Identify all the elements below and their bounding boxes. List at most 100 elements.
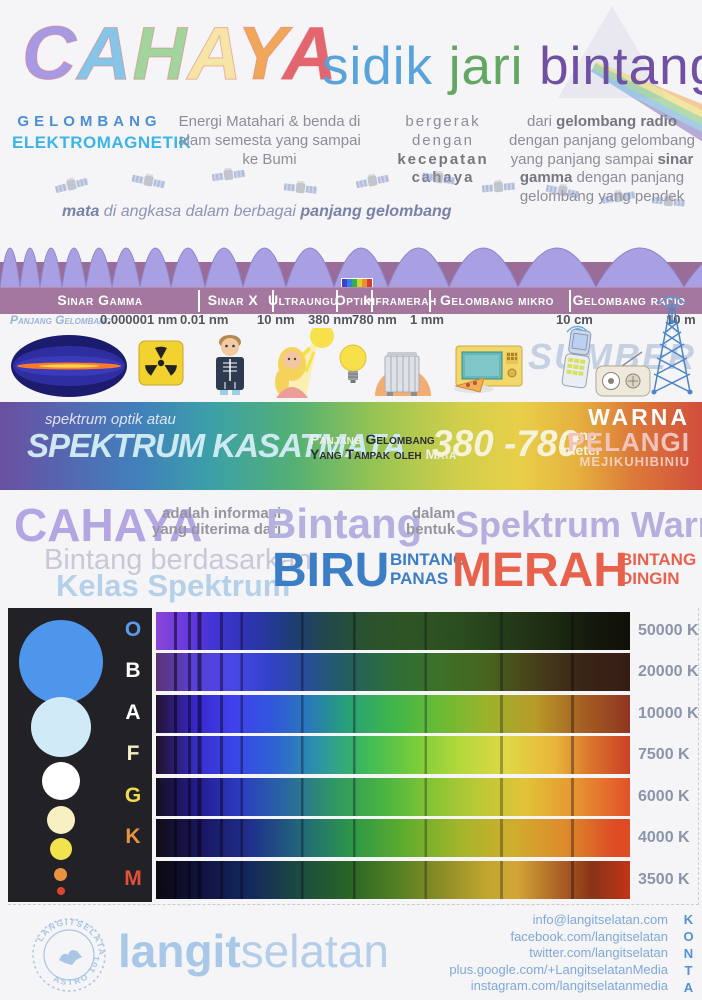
satellite-icon [131, 173, 166, 190]
desc-word: Panjang [310, 431, 366, 447]
star-circle-F [42, 762, 80, 800]
cahaya-connector1: adalah informasi yang diterima dari [152, 506, 281, 538]
temp-label-B: 20000 K [638, 663, 699, 680]
intro-energy-text: Energi Matahari & benda di alam semesta … [178, 113, 361, 168]
wavelength-value: 780 nm [352, 312, 397, 327]
spectrum-strip-A [156, 695, 630, 733]
title-letter: C [21, 11, 78, 95]
intro-range-text: dari gelombang radio dengan panjang gelo… [506, 113, 698, 207]
contact-twitter[interactable]: twitter.com/langitselatan [529, 945, 668, 960]
band-divider [272, 290, 274, 312]
subtitle-word: bintang [539, 37, 702, 96]
connector-line: bentuk [406, 521, 456, 538]
unit-line: meter [563, 442, 602, 458]
satellite-icon [211, 168, 246, 182]
wavelength-value: 380 nm [308, 312, 353, 327]
intro-electromagnetic: GELOMBANG ELEKTROMAGNETIK [12, 113, 192, 153]
spectrum-strip-B [156, 653, 630, 691]
satellite-icon [54, 176, 89, 194]
mobile-phone-icon [561, 325, 592, 389]
band-label-ir: Inframerah [363, 292, 437, 308]
desc-word: Yang Tampak oleh [310, 446, 426, 462]
spectrum-strip-O [156, 612, 630, 650]
kelas-line1: Bintang berdasarkan [44, 544, 312, 576]
band-divider [429, 290, 431, 312]
unit-line: nano [563, 427, 597, 443]
langitselatan-stamp-logo: LANGITSELATAN ASTRO 101 [30, 916, 107, 992]
band-divider [371, 290, 373, 312]
star-circle-G [47, 806, 75, 834]
dingin-line: DINGIN [620, 569, 680, 588]
spectrum-strip-M [156, 861, 630, 899]
range-text: dengan panjang gelombang yang panjang sa… [509, 131, 695, 168]
kelas-line2: Kelas Spektrum [56, 568, 291, 603]
star-circle-O [19, 620, 103, 704]
class-letter-M: M [124, 867, 142, 890]
bintang-panas-label: BINTANG PANAS [390, 550, 466, 588]
contact-email[interactable]: info@langitselatan.com [532, 912, 668, 927]
band-divider [336, 290, 338, 312]
microwave-oven-icon [454, 345, 523, 393]
spectrum-strip-F [156, 736, 630, 774]
radio-tower-icon [651, 296, 693, 395]
desc-word: Mata [425, 446, 457, 462]
band-divider [198, 290, 200, 312]
merah-word: MERAH [452, 544, 628, 597]
band-label-gamma: Sinar Gamma [57, 292, 143, 308]
gelombang-label: GELOMBANG [17, 113, 162, 130]
satellite-icon [283, 181, 318, 194]
band-label-optik: Optik [334, 292, 372, 308]
nanometer-unit: nano meter [563, 428, 601, 458]
class-letter-G: G [124, 784, 142, 807]
contact-facebook[interactable]: facebook.com/langitselatan [510, 928, 668, 944]
wavelength-value: 0.01 nm [180, 312, 229, 327]
wavelength-axis-label: Panjang Gelombang [10, 313, 112, 327]
elektromagnetik-label: ELEKTROMAGNETIK [12, 132, 192, 152]
wavelength-value: 1 mm [410, 312, 444, 327]
caption-panjang: panjang gelombang [300, 203, 452, 220]
visible-range-value: 380 -780 [432, 423, 579, 464]
kontak-vertical-label: KONTAK [681, 912, 696, 1000]
light-bulb-icon [339, 344, 367, 383]
svg-text:LANGITSELATAN: LANGITSELATAN [30, 916, 107, 957]
contact-instagram[interactable]: instagram.com/langitselatanmedia [470, 978, 668, 993]
page-subtitle: sidik jari bintang [322, 36, 702, 97]
cahaya-word: CAHAYA [14, 499, 203, 551]
band-label-micro: Gelombang mikro [440, 292, 554, 308]
spectrum-strip-K [156, 819, 630, 857]
band-divider [569, 290, 571, 312]
temp-label-O: 50000 K [638, 622, 699, 639]
temp-label-G: 6000 K [638, 788, 690, 805]
radiation-symbol-icon [138, 340, 184, 386]
star-circle-M2 [57, 887, 65, 895]
band-label-radio: Gelombang radio [572, 292, 686, 308]
mejikuhibiniu-label: MEJIKUHIBINIU [579, 454, 690, 469]
wavelength-value: 0.000001 nm [100, 312, 178, 327]
bintang-word: Bintang [266, 500, 423, 547]
page-title: CAHAYA [21, 15, 338, 91]
dingin-line: BINTANG [620, 550, 697, 569]
title-letter: A [282, 11, 338, 95]
langitselatan-wordmark: langitselatan [118, 924, 389, 978]
title-letter: A [187, 11, 238, 95]
contact-googleplus[interactable]: plus.google.com/+LangitselatanMedia [449, 961, 668, 977]
temp-label-K: 4000 K [638, 829, 690, 846]
wavelength-value: 10 cm [556, 312, 593, 327]
caption-mata: mata [62, 203, 100, 220]
band-label-uv: Ultraungu [268, 292, 338, 308]
panas-line: BINTANG [390, 550, 467, 569]
warna-label: WARNA [588, 404, 690, 430]
brand-light: selatan [240, 925, 390, 977]
visible-wavelength-desc: Panjang Gelombang Yang Tampak oleh Mata [310, 432, 456, 462]
temp-label-M: 3500 K [638, 871, 690, 888]
subtitle-word: jari [448, 37, 540, 96]
em-band-bar: Sinar Gamma Sinar X Ultraungu Optik Infr… [0, 287, 702, 314]
uv-woman-sun-icon [275, 328, 334, 398]
class-letter-K: K [125, 825, 141, 848]
title-letter: A [77, 11, 133, 95]
spectrum-strip-G [156, 778, 630, 816]
spektrum-warna-word: Spektrum Warna [455, 504, 702, 545]
cahaya-connector2: dalam bentuk [406, 506, 455, 538]
radio-receiver-icon [595, 351, 651, 397]
